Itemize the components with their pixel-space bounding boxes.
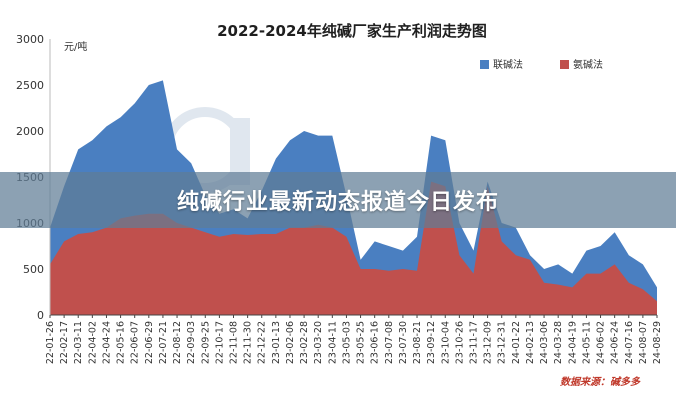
x-tick-label: 22-04-02 <box>87 321 98 364</box>
x-tick-label: 24-06-02 <box>596 321 607 364</box>
x-tick-label: 23-05-03 <box>341 321 352 364</box>
x-tick-label: 23-11-17 <box>468 321 479 364</box>
x-tick-label: 24-08-07 <box>638 321 649 364</box>
x-tick-label: 22-11-30 <box>243 321 254 364</box>
x-tick-label: 22-05-16 <box>116 321 127 364</box>
x-tick-label: 24-02-13 <box>525 321 536 364</box>
x-tick-label: 22-06-07 <box>130 321 141 364</box>
x-tick-label: 24-04-19 <box>567 321 578 364</box>
legend-label-lianjian: 联碱法 <box>493 58 523 71</box>
x-tick-label: 22-02-17 <box>59 321 70 364</box>
area-series-anjian <box>50 181 657 315</box>
x-tick-label: 23-04-11 <box>327 321 338 364</box>
headline-text: 纯碱行业最新动态报道今日发布 <box>176 190 499 215</box>
x-tick-label: 23-01-13 <box>271 321 282 364</box>
legend-label-anjian: 氨碱法 <box>573 58 603 71</box>
x-tick-label: 23-02-28 <box>299 321 310 364</box>
x-tick-label: 23-07-30 <box>398 321 409 364</box>
y-tick-label: 3000 <box>16 33 44 46</box>
x-tick-label: 23-12-09 <box>483 321 494 364</box>
x-tick-label: 23-05-25 <box>356 321 367 364</box>
x-tick-label: 23-12-31 <box>497 321 508 364</box>
legend-swatch-anjian <box>560 60 569 69</box>
legend: 联碱法 氨碱法 <box>480 58 603 71</box>
x-tick-label: 23-08-21 <box>412 321 423 364</box>
x-tick-label: 22-07-21 <box>158 321 169 364</box>
y-tick-label: 2000 <box>16 125 44 138</box>
x-tick-label: 24-05-11 <box>581 321 592 364</box>
y-tick-label: 0 <box>37 309 44 322</box>
x-tick-label: 22-08-12 <box>172 321 183 364</box>
x-tick-label: 24-03-28 <box>553 321 564 364</box>
x-tick-label: 22-06-29 <box>144 321 155 364</box>
x-tick-label: 22-01-26 <box>45 321 56 364</box>
x-tick-label: 24-03-06 <box>539 321 550 364</box>
x-tick-label: 24-06-24 <box>610 321 621 364</box>
x-tick-label: 23-10-04 <box>440 321 451 364</box>
x-tick-label: 23-03-20 <box>313 321 324 364</box>
chart-title: 2022-2024年纯碱厂家生产利润走势图 <box>217 22 487 40</box>
x-tick-label: 23-02-06 <box>285 321 296 364</box>
x-tick-label: 22-11-08 <box>229 321 240 364</box>
headline-banner: 纯碱行业最新动态报道今日发布 <box>0 172 676 228</box>
unit-label: 元/吨 <box>64 40 87 53</box>
x-tick-label: 22-03-11 <box>73 321 84 364</box>
x-tick-label: 23-09-12 <box>426 321 437 364</box>
x-tick-label: 22-09-03 <box>186 321 197 364</box>
x-tick-label: 22-04-24 <box>101 321 112 364</box>
data-source: 数据来源：碱多多 <box>560 376 641 388</box>
x-tick-label: 24-01-22 <box>511 321 522 364</box>
legend-swatch-lianjian <box>480 60 489 69</box>
x-tick-label: 23-10-26 <box>454 321 465 364</box>
x-tick-label: 24-08-29 <box>652 321 663 364</box>
y-tick-label: 500 <box>23 263 44 276</box>
x-tick-label: 22-10-17 <box>214 321 225 364</box>
x-tick-label: 22-09-25 <box>200 321 211 364</box>
x-tick-label: 22-12-22 <box>257 321 268 364</box>
x-tick-label: 23-07-08 <box>384 321 395 364</box>
x-tick-label: 23-06-16 <box>370 321 381 364</box>
x-tick-label: 24-07-16 <box>624 321 635 364</box>
y-tick-label: 2500 <box>16 79 44 92</box>
